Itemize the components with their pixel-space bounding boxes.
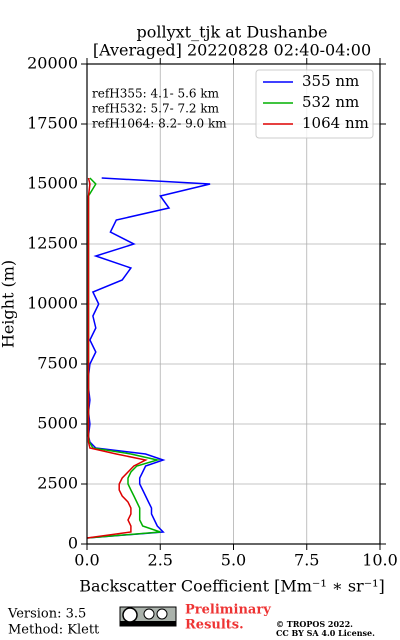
legend-label: 355 nm (302, 72, 359, 90)
y-tick-label: 12500 (27, 234, 78, 253)
x-tick-label: 10.0 (362, 551, 398, 570)
y-tick-label: 2500 (37, 474, 78, 493)
x-tick-label: 7.5 (294, 551, 319, 570)
y-tick-label: 10000 (27, 294, 78, 313)
chart-subtitle: [Averaged] 20220828 02:40-04:00 (93, 41, 371, 60)
preliminary: Preliminary (185, 603, 271, 618)
preliminary: Results. (185, 618, 244, 633)
y-tick-label: 5000 (37, 414, 78, 433)
x-tick-label: 5.0 (221, 551, 246, 570)
data-line (86, 177, 148, 539)
cc-logo (119, 606, 177, 627)
y-tick-label: 17500 (27, 114, 78, 133)
legend-label: 1064 nm (302, 114, 369, 132)
plot-frame (86, 63, 381, 545)
y-tick-label: 7500 (37, 354, 78, 373)
annotation: refH355: 4.1- 5.6 km (92, 87, 220, 101)
annotation: refH532: 5.7- 7.2 km (92, 102, 220, 116)
copyright: CC BY SA 4.0 License. (276, 628, 375, 638)
annotation: refH1064: 8.2- 9.0 km (92, 117, 227, 131)
x-tick-label: 0.0 (74, 551, 99, 570)
x-axis-label: Backscatter Coefficient [Mm⁻¹ ∗ sr⁻¹] (79, 577, 385, 596)
y-tick-label: 15000 (27, 174, 78, 193)
y-tick-label: 0 (68, 534, 78, 553)
copyright: © TROPOS 2022. (276, 619, 353, 629)
version: Version: 3.5 (7, 607, 86, 622)
legend-box (255, 69, 374, 139)
y-tick-label: 20000 (27, 54, 78, 73)
method: Method: Klett (8, 623, 100, 638)
legend-label: 532 nm (302, 93, 359, 111)
y-axis-label: Height (m) (0, 260, 18, 348)
chart-title: pollyxt_tjk at Dushanbe (136, 23, 327, 42)
x-tick-label: 2.5 (148, 551, 173, 570)
